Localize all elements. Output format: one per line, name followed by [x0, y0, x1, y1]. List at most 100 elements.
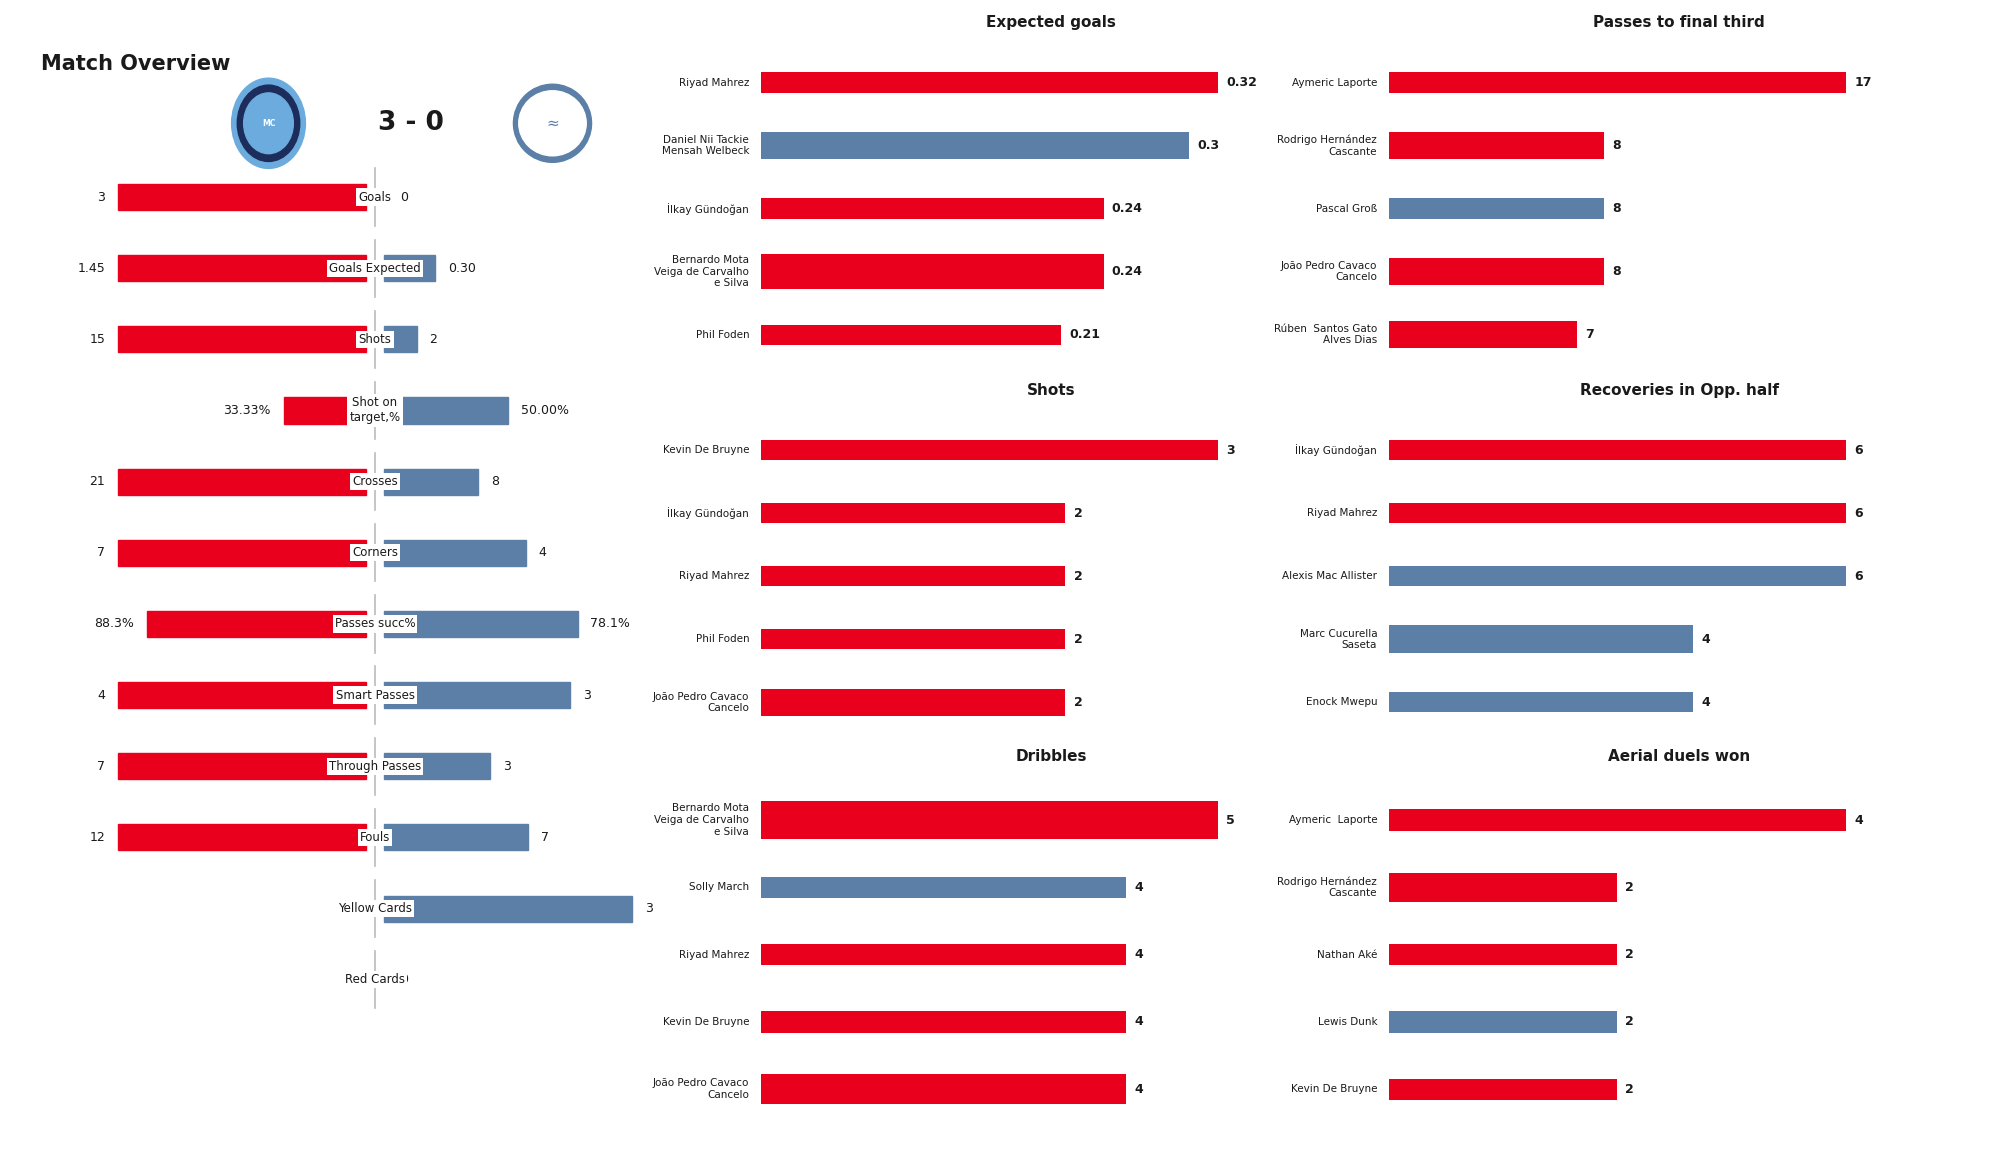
Text: 4: 4: [1854, 813, 1862, 826]
Circle shape: [244, 93, 294, 154]
Bar: [760, 1074, 1126, 1104]
Bar: [760, 1012, 1126, 1033]
Text: 88.3%: 88.3%: [94, 617, 134, 631]
Text: Lewis Dunk: Lewis Dunk: [1318, 1018, 1378, 1027]
Text: 0.24: 0.24: [1112, 266, 1142, 278]
Bar: [760, 801, 1218, 839]
Text: 0: 0: [400, 190, 408, 203]
Text: Shot on
target,%: Shot on target,%: [350, 396, 400, 424]
Text: 3: 3: [502, 760, 510, 773]
Text: 0.32: 0.32: [1226, 76, 1258, 89]
Text: 4: 4: [98, 689, 106, 701]
Text: 78.1%: 78.1%: [590, 617, 630, 631]
Bar: [1388, 692, 1694, 712]
Text: 2: 2: [1626, 1083, 1634, 1096]
Bar: [760, 566, 1066, 586]
Bar: [1388, 810, 1846, 831]
Bar: [118, 327, 366, 352]
Text: 7: 7: [98, 546, 106, 559]
Bar: [760, 503, 1066, 523]
Bar: [1388, 132, 1604, 160]
Text: Fouls: Fouls: [360, 831, 390, 844]
Text: 8: 8: [1612, 266, 1620, 278]
Bar: [1388, 873, 1618, 902]
Text: Rúben  Santos Gato
Alves Dias: Rúben Santos Gato Alves Dias: [1274, 324, 1378, 345]
Circle shape: [232, 79, 306, 168]
Text: 3 - 0: 3 - 0: [378, 110, 444, 136]
Text: 4: 4: [1134, 948, 1144, 961]
Bar: [284, 397, 366, 423]
Text: Match Overview: Match Overview: [42, 54, 230, 74]
Text: 3: 3: [582, 689, 590, 701]
Bar: [1388, 625, 1694, 653]
Title: Shots: Shots: [1026, 383, 1076, 397]
Text: 6: 6: [1854, 444, 1862, 457]
Bar: [760, 630, 1066, 650]
Text: 8: 8: [490, 475, 498, 488]
Text: Riyad Mahrez: Riyad Mahrez: [678, 949, 750, 960]
Text: Shots: Shots: [358, 333, 392, 345]
Bar: [118, 682, 366, 709]
Text: 7: 7: [1586, 328, 1594, 341]
Bar: [384, 682, 570, 709]
Text: 0.3: 0.3: [1198, 139, 1220, 152]
Text: Riyad Mahrez: Riyad Mahrez: [678, 571, 750, 582]
Bar: [1388, 944, 1618, 966]
Text: 2: 2: [1626, 948, 1634, 961]
Text: Red Cards: Red Cards: [346, 973, 404, 986]
Text: 4: 4: [1702, 633, 1710, 646]
Bar: [760, 441, 1218, 461]
Text: 50.00%: 50.00%: [520, 404, 568, 417]
Text: 0.30: 0.30: [448, 262, 476, 275]
Bar: [1388, 503, 1846, 523]
Text: 0.21: 0.21: [1068, 328, 1100, 341]
Text: Bernardo Mota
Veiga de Carvalho
e Silva: Bernardo Mota Veiga de Carvalho e Silva: [654, 804, 750, 837]
Text: 2: 2: [1074, 570, 1082, 583]
Text: 8: 8: [1612, 202, 1620, 215]
Bar: [148, 611, 366, 637]
Text: 2: 2: [1074, 696, 1082, 709]
Text: MC: MC: [262, 119, 276, 128]
Text: Nathan Aké: Nathan Aké: [1316, 949, 1378, 960]
Text: 6: 6: [1854, 506, 1862, 519]
Text: Kevin De Bruyne: Kevin De Bruyne: [662, 1018, 750, 1027]
Text: Alexis Mac Allister: Alexis Mac Allister: [1282, 571, 1378, 582]
Bar: [1388, 1079, 1618, 1100]
Text: Smart Passes: Smart Passes: [336, 689, 414, 701]
Text: Crosses: Crosses: [352, 475, 398, 488]
Bar: [760, 324, 1060, 344]
Text: Marc Cucurella
Saseta: Marc Cucurella Saseta: [1300, 629, 1378, 650]
Bar: [118, 825, 366, 851]
Text: Phil Foden: Phil Foden: [696, 634, 750, 644]
Bar: [760, 73, 1218, 93]
Text: Riyad Mahrez: Riyad Mahrez: [678, 78, 750, 87]
Bar: [760, 132, 1190, 160]
Text: Phil Foden: Phil Foden: [696, 330, 750, 340]
Text: João Pedro Cavaco
Cancelo: João Pedro Cavaco Cancelo: [1280, 261, 1378, 282]
Text: 3: 3: [98, 190, 106, 203]
Text: Corners: Corners: [352, 546, 398, 559]
Bar: [384, 469, 478, 495]
Text: 4: 4: [1134, 1015, 1144, 1028]
Text: 21: 21: [90, 475, 106, 488]
Text: João Pedro Cavaco
Cancelo: João Pedro Cavaco Cancelo: [652, 692, 750, 713]
Text: 17: 17: [1854, 76, 1872, 89]
Bar: [384, 825, 528, 851]
Bar: [760, 254, 1104, 289]
Text: 2: 2: [430, 333, 438, 345]
Bar: [384, 327, 416, 352]
Text: 3: 3: [644, 902, 652, 915]
Text: 1.45: 1.45: [78, 262, 106, 275]
Text: 0.24: 0.24: [1112, 202, 1142, 215]
Text: 3: 3: [1226, 444, 1234, 457]
Text: Rodrigo Hernández
Cascante: Rodrigo Hernández Cascante: [1278, 877, 1378, 899]
Bar: [384, 611, 578, 637]
Bar: [760, 877, 1126, 898]
Ellipse shape: [518, 90, 586, 156]
Text: Yellow Cards: Yellow Cards: [338, 902, 412, 915]
Text: 0: 0: [342, 902, 350, 915]
Ellipse shape: [514, 85, 592, 162]
Bar: [384, 255, 434, 281]
Bar: [760, 199, 1104, 219]
Text: Riyad Mahrez: Riyad Mahrez: [1306, 509, 1378, 518]
